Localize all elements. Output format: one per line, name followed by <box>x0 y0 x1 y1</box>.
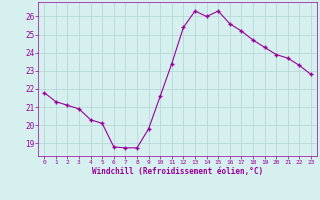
X-axis label: Windchill (Refroidissement éolien,°C): Windchill (Refroidissement éolien,°C) <box>92 167 263 176</box>
